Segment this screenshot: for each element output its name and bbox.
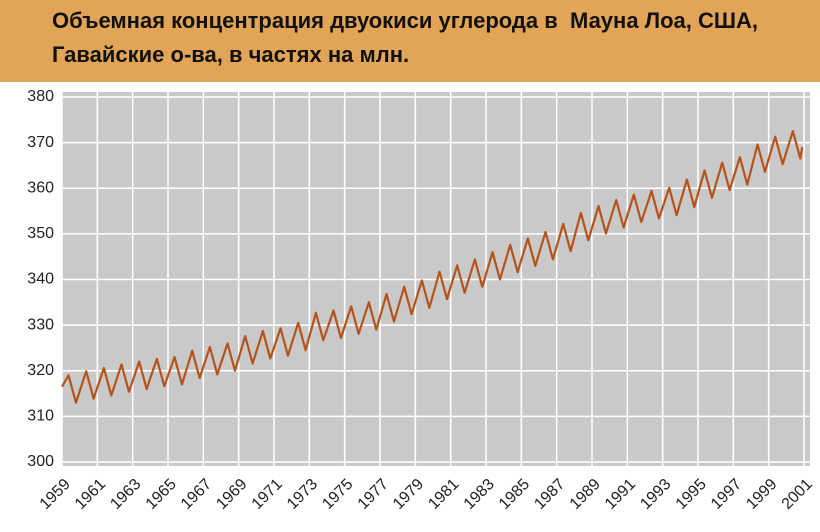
- x-tick-label: 1995: [673, 476, 710, 513]
- x-tick-label: 1997: [708, 476, 745, 513]
- y-tick-label: 380: [27, 88, 54, 105]
- data-line: [61, 130, 804, 404]
- x-tick-label: 1991: [602, 476, 639, 513]
- x-tick-label: 1961: [72, 476, 109, 513]
- y-tick-label: 370: [27, 134, 54, 151]
- x-tick-label: 1975: [319, 476, 356, 513]
- x-tick-label: 1977: [355, 476, 392, 513]
- x-tick-label: 1989: [567, 476, 604, 513]
- y-tick-label: 340: [27, 271, 54, 288]
- y-tick-label: 350: [27, 225, 54, 242]
- x-tick-label: 1999: [743, 476, 780, 513]
- y-tick-label: 300: [27, 453, 54, 470]
- x-tick-label: 1959: [37, 476, 74, 513]
- title-band: [0, 0, 820, 82]
- x-tick-label: 1985: [496, 476, 533, 513]
- x-tick-label: 1971: [249, 476, 286, 513]
- x-tick-label: 1965: [143, 476, 180, 513]
- chart-title: Гавайские о-ва, в частях на млн.: [52, 42, 410, 67]
- y-tick-label: 320: [27, 362, 54, 379]
- x-tick-label: 1979: [390, 476, 427, 513]
- x-tick-label: 1969: [213, 476, 250, 513]
- x-tick-label: 1983: [461, 476, 498, 513]
- x-tick-label: 1993: [637, 476, 674, 513]
- x-tick-label: 1973: [284, 476, 321, 513]
- x-tick-label: 1963: [107, 476, 144, 513]
- y-tick-label: 310: [27, 408, 54, 425]
- x-tick-label: 1967: [178, 476, 215, 513]
- x-tick-label: 2001: [779, 476, 816, 513]
- x-tick-label: 1981: [425, 476, 462, 513]
- x-tick-label: 1987: [531, 476, 568, 513]
- chart-title: Объемная концентрация двуокиси углерода …: [52, 8, 759, 33]
- y-tick-label: 330: [27, 316, 54, 333]
- y-tick-label: 360: [27, 179, 54, 196]
